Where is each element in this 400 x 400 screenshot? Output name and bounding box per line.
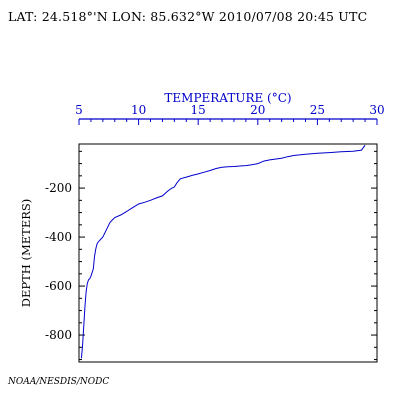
y-axis-ticks: -200 -400 -600 -800 [45, 150, 377, 361]
y-tick-label: -400 [45, 230, 72, 244]
y-tick-label: -800 [45, 328, 72, 342]
x-tick-label: 15 [191, 103, 206, 117]
x-axis-title: TEMPERATURE (°C) [164, 91, 291, 105]
y-axis-title: DEPTH (METERS) [19, 199, 33, 307]
y-tick-label: -200 [45, 181, 72, 195]
plot-frame [78, 143, 378, 363]
temperature-profile-line [80, 144, 366, 359]
x-tick-label: 10 [131, 103, 146, 117]
x-tick-label: 25 [310, 103, 325, 117]
x-tick-label: 20 [250, 103, 265, 117]
x-axis-ticks: 5 10 15 20 25 30 [75, 103, 385, 125]
data-source-credit: NOAA/NESDIS/NODC [8, 377, 110, 387]
y-tick-label: -600 [45, 279, 72, 293]
x-tick-label: 30 [369, 103, 384, 117]
location-header: LAT: 24.518°'N LON: 85.632°W 2010/07/08 … [8, 9, 368, 24]
x-tick-label: 5 [75, 103, 83, 117]
